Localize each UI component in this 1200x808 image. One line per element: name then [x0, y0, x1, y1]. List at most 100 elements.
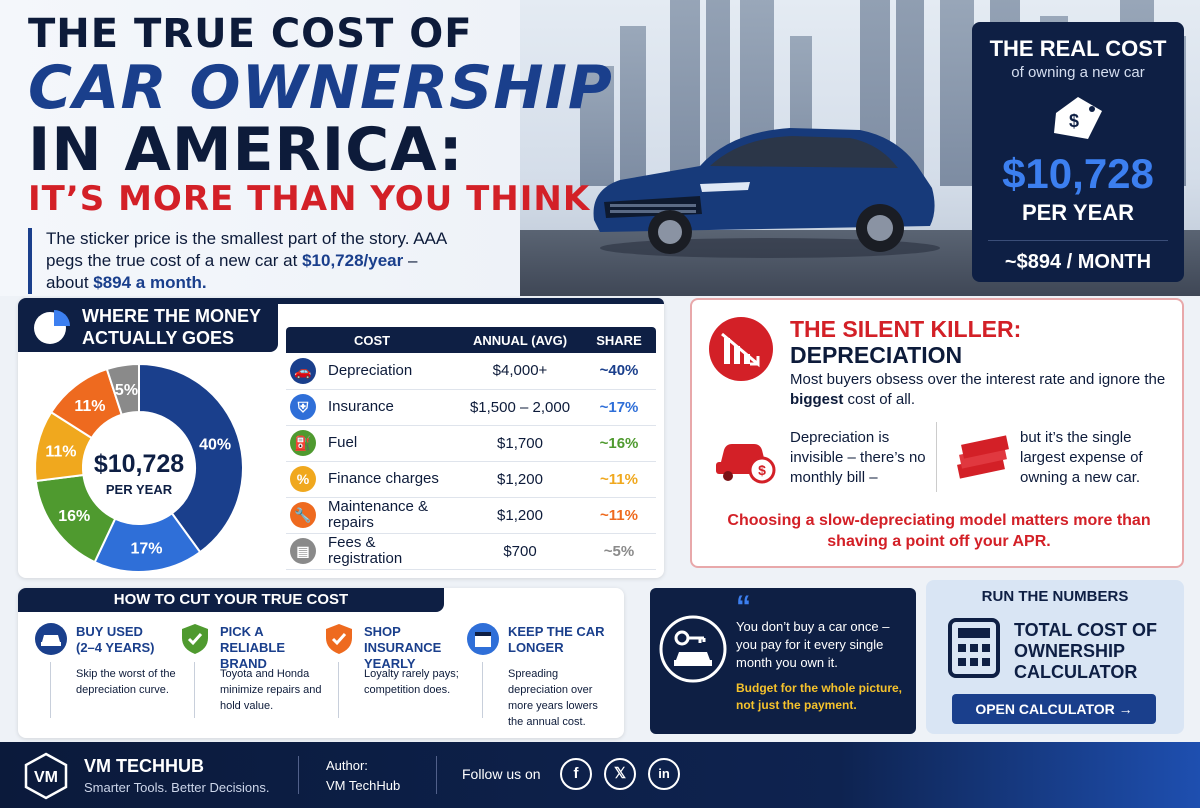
facebook-icon[interactable]: f — [560, 758, 592, 790]
tip-text: Toyota and Honda minimize repairs and ho… — [220, 668, 322, 712]
follow-label: Follow us on — [462, 766, 541, 782]
price-tag-icon: $ — [1054, 97, 1102, 139]
killer-point-2: but it’s the single largest expense of o… — [1020, 429, 1143, 486]
col-header-annual: ANNUAL (AVG) — [458, 327, 582, 353]
brand-tagline: Smarter Tools. Better Decisions. — [84, 780, 270, 795]
cost-annual: $4,000+ — [458, 353, 582, 390]
tip-text: Spreading depreciation over more years l… — [508, 668, 598, 728]
svg-text:$: $ — [758, 462, 766, 478]
cost-annual: $1,200 — [458, 461, 582, 498]
cost-annual: $700 — [458, 533, 582, 570]
donut-center-label: PER YEAR — [106, 482, 173, 497]
quote-text: You don’t buy a car once – you pay for i… — [736, 619, 890, 670]
silent-killer-panel: THE SILENT KILLER: DEPRECIATION Most buy… — [690, 298, 1184, 568]
donut-label: 16% — [58, 508, 90, 525]
svg-text:$: $ — [1069, 111, 1079, 131]
killer-subtitle: DEPRECIATION — [790, 342, 963, 368]
tip-shop-insurance: SHOP INSURANCE YEARLY Loyalty rarely pay… — [322, 622, 470, 732]
intro-text: The sticker price is the smallest part o… — [28, 228, 458, 294]
linkedin-icon[interactable]: in — [648, 758, 680, 790]
tip-heading: BUY USED (2–4 YEARS) — [76, 624, 155, 655]
calculator-icon — [948, 618, 1000, 678]
money-heading-line2: ACTUALLY GOES — [82, 328, 235, 348]
cost-share: ~16% — [582, 425, 656, 462]
author-label: Author: — [326, 758, 368, 773]
calculator-title: RUN THE NUMBERS — [981, 588, 1129, 605]
wrench-icon: 🔧 — [290, 502, 316, 528]
cost-name: Depreciation — [328, 361, 413, 379]
killer-title: THE SILENT KILLER: — [790, 316, 1022, 342]
quote-mark: “ — [736, 590, 751, 623]
shield-check-icon — [326, 624, 352, 654]
car-icon: 🚗 — [290, 357, 316, 384]
title-line-4: IT’S MORE THAN YOU THINK — [28, 179, 591, 219]
divider — [936, 422, 937, 492]
table-row: 🚗 Depreciation $4,000+ ~40% — [286, 353, 656, 390]
money-stack-icon — [957, 435, 1009, 479]
table-row: ▤ Fees & registration $700 ~5% — [286, 533, 656, 570]
document-icon: ▤ — [290, 538, 316, 564]
real-cost-card: THE REAL COST of owning a new car $ $10,… — [972, 22, 1184, 282]
declining-chart-icon — [709, 317, 773, 381]
real-cost-per-year: PER YEAR — [1021, 200, 1135, 225]
cost-share: ~11% — [582, 497, 656, 534]
cost-name: Fees & registration — [328, 534, 403, 567]
cost-share: ~11% — [582, 461, 656, 498]
open-calculator-button[interactable]: OPEN CALCULATOR → — [952, 694, 1156, 724]
quote-panel: “ You don’t buy a car once – you pay for… — [650, 588, 916, 734]
real-cost-amount: $10,728 — [1002, 150, 1154, 197]
x-twitter-icon[interactable]: 𝕏 — [604, 758, 636, 790]
table-row: ⛽ Fuel $1,700 ~16% — [286, 425, 656, 462]
car-key-icon — [659, 615, 727, 683]
table-row: ⛨ Insurance $1,500 – 2,000 ~17% — [286, 389, 656, 426]
tip-heading: SHOP INSURANCE YEARLY — [364, 624, 442, 671]
donut-center-amount: $10,728 — [94, 450, 184, 478]
real-cost-per-month: ~$894 / MONTH — [1004, 251, 1152, 273]
tip-heading: KEEP THE CAR LONGER — [508, 624, 605, 655]
killer-point-1: Depreciation is invisible – there’s no m… — [790, 429, 926, 486]
cost-annual: $1,700 — [458, 425, 582, 462]
donut-label: 17% — [131, 541, 163, 558]
donut-slice — [105, 362, 140, 417]
cost-share: ~40% — [582, 353, 656, 390]
shield-icon: ⛨ — [290, 394, 316, 420]
divider — [988, 240, 1168, 241]
killer-conclusion: Choosing a slow-depreciating model matte… — [727, 512, 1151, 550]
cost-table: COST ANNUAL (AVG) SHARE 🚗 Depreciation $4,… — [286, 327, 656, 570]
author-name: VM TechHub — [326, 778, 401, 793]
donut-label: 5% — [115, 382, 138, 399]
calendar-icon — [467, 623, 499, 655]
car-dollar-icon: $ — [716, 444, 776, 484]
tip-buy-used: BUY USED (2–4 YEARS) Skip the worst of t… — [34, 622, 182, 732]
cost-share: ~5% — [582, 533, 656, 570]
col-header-cost: COST — [286, 327, 458, 353]
cost-name: Insurance — [328, 398, 394, 415]
title-line-2: CAR OWNERSHIP — [28, 53, 613, 123]
tip-keep-longer: KEEP THE CAR LONGER Spreading depreciati… — [466, 622, 614, 732]
car-icon — [35, 623, 67, 655]
tip-text: Loyalty rarely pays; competition does. — [364, 668, 459, 696]
tips-panel: HOW TO CUT YOUR TRUE COST BUY USED (2–4 … — [18, 588, 624, 738]
cost-annual: $1,200 — [458, 497, 582, 534]
tip-heading: PICK A RELIABLE BRAND — [220, 624, 285, 671]
donut-label: 11% — [45, 444, 76, 461]
money-heading: WHERE THE MONEY ACTUALLY GOES — [18, 298, 278, 352]
quote-highlight: Budget for the whole picture, not just t… — [736, 681, 903, 712]
donut-slice — [138, 362, 244, 554]
cost-name: Maintenance & repairs — [328, 498, 429, 531]
tip-reliable-brand: PICK A RELIABLE BRAND Toyota and Honda m… — [178, 622, 326, 732]
donut-label: 40% — [199, 436, 231, 453]
calculator-panel: RUN THE NUMBERS TOTAL COST OF OWNERSHIP … — [926, 580, 1184, 734]
col-header-share: SHARE — [582, 327, 656, 353]
tips-title: HOW TO CUT YOUR TRUE COST — [18, 588, 444, 612]
cost-name: Finance charges — [328, 470, 439, 487]
vm-logo: VM — [24, 752, 68, 800]
calculator-name: TOTAL COST OF OWNERSHIP CALCULATOR — [1014, 620, 1157, 682]
brand-name: VM TECHHUB — [84, 756, 204, 776]
title-line-1: THE TRUE COST OF — [28, 11, 473, 57]
cost-donut-chart: 40% 17% 16% 11% 11% 5% $10,728 PER YEAR — [34, 362, 244, 573]
footer: VM VM TECHHUB Smarter Tools. Better Deci… — [0, 742, 1200, 808]
fuel-icon: ⛽ — [290, 430, 316, 456]
sedan-car-image — [593, 128, 940, 258]
donut-label: 11% — [74, 398, 105, 415]
